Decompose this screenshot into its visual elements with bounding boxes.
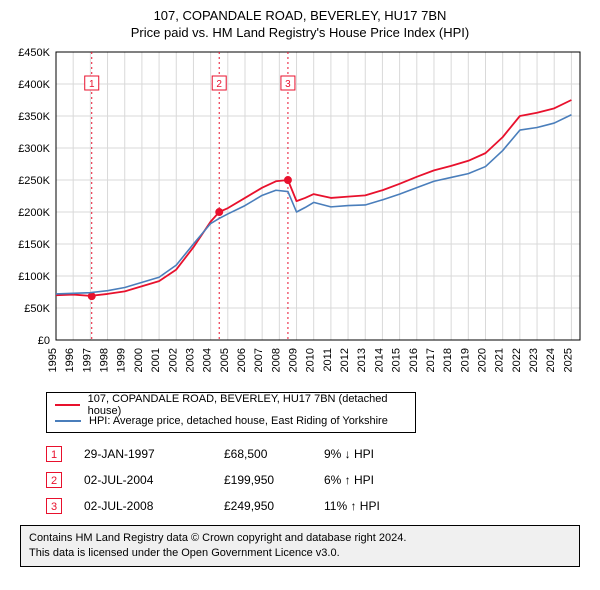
svg-text:2: 2 xyxy=(216,79,222,90)
svg-text:2015: 2015 xyxy=(391,348,403,372)
svg-text:£300K: £300K xyxy=(18,143,50,155)
price-chart: £0 £50K £100K £150K £200K £250K £300K £350K £400… xyxy=(10,46,590,386)
footnote-line1: Contains HM Land Registry data © Crown c… xyxy=(29,532,406,544)
footnote: Contains HM Land Registry data © Crown c… xyxy=(20,525,580,567)
legend-item-hpi: HPI: Average price, detached house, East… xyxy=(55,413,407,429)
svg-text:1998: 1998 xyxy=(99,348,111,372)
svg-text:2025: 2025 xyxy=(562,348,574,372)
svg-text:2021: 2021 xyxy=(494,348,506,372)
svg-text:2005: 2005 xyxy=(219,348,231,372)
legend-swatch-hpi xyxy=(55,420,81,422)
svg-text:3: 3 xyxy=(285,79,291,90)
svg-text:1997: 1997 xyxy=(81,348,93,372)
transaction-date: 02-JUL-2004 xyxy=(84,473,224,487)
transaction-row: 3 02-JUL-2008 £249,950 11% ↑ HPI xyxy=(46,493,590,519)
transaction-date: 02-JUL-2008 xyxy=(84,499,224,513)
transaction-row: 1 29-JAN-1997 £68,500 9% ↓ HPI xyxy=(46,441,590,467)
svg-text:2001: 2001 xyxy=(150,348,162,372)
svg-text:£350K: £350K xyxy=(18,111,50,123)
svg-text:2016: 2016 xyxy=(408,348,420,372)
svg-text:2017: 2017 xyxy=(425,348,437,372)
title-line1: 107, COPANDALE ROAD, BEVERLEY, HU17 7BN xyxy=(10,8,590,23)
svg-text:£250K: £250K xyxy=(18,175,50,187)
svg-text:1: 1 xyxy=(89,79,95,90)
svg-text:£200K: £200K xyxy=(18,207,50,219)
svg-text:2002: 2002 xyxy=(167,348,179,372)
svg-text:£450K: £450K xyxy=(18,47,50,59)
transactions-table: 1 29-JAN-1997 £68,500 9% ↓ HPI 2 02-JUL-… xyxy=(46,441,590,519)
figure-container: 107, COPANDALE ROAD, BEVERLEY, HU17 7BN … xyxy=(0,0,600,590)
svg-text:£150K: £150K xyxy=(18,239,50,251)
svg-text:£400K: £400K xyxy=(18,79,50,91)
transaction-badge: 1 xyxy=(46,446,62,462)
legend-swatch-subject xyxy=(55,404,80,406)
svg-text:2010: 2010 xyxy=(305,348,317,372)
svg-text:2008: 2008 xyxy=(270,348,282,372)
transaction-date: 29-JAN-1997 xyxy=(84,447,224,461)
svg-text:2011: 2011 xyxy=(322,348,334,372)
transaction-row: 2 02-JUL-2004 £199,950 6% ↑ HPI xyxy=(46,467,590,493)
transaction-delta: 6% ↑ HPI xyxy=(324,473,444,487)
transaction-price: £68,500 xyxy=(224,447,324,461)
svg-text:2014: 2014 xyxy=(373,348,385,372)
legend-label-hpi: HPI: Average price, detached house, East… xyxy=(89,415,388,427)
svg-text:1995: 1995 xyxy=(47,348,59,372)
transaction-delta: 11% ↑ HPI xyxy=(324,499,444,513)
transaction-badge: 3 xyxy=(46,498,62,514)
svg-text:£0: £0 xyxy=(38,335,50,347)
svg-text:2024: 2024 xyxy=(545,348,557,372)
svg-text:2023: 2023 xyxy=(528,348,540,372)
svg-text:1996: 1996 xyxy=(64,348,76,372)
svg-text:2019: 2019 xyxy=(459,348,471,372)
svg-text:2006: 2006 xyxy=(236,348,248,372)
transaction-delta: 9% ↓ HPI xyxy=(324,447,444,461)
svg-text:2012: 2012 xyxy=(339,348,351,372)
svg-text:2020: 2020 xyxy=(477,348,489,372)
svg-text:2009: 2009 xyxy=(288,348,300,372)
legend-item-subject: 107, COPANDALE ROAD, BEVERLEY, HU17 7BN … xyxy=(55,397,407,413)
svg-text:£50K: £50K xyxy=(24,303,50,315)
chart-svg: £0 £50K £100K £150K £200K £250K £300K £350K £400… xyxy=(10,46,590,386)
transaction-price: £249,950 xyxy=(224,499,324,513)
transaction-badge: 2 xyxy=(46,472,62,488)
svg-text:2022: 2022 xyxy=(511,348,523,372)
svg-text:2013: 2013 xyxy=(356,348,368,372)
svg-text:2000: 2000 xyxy=(133,348,145,372)
legend: 107, COPANDALE ROAD, BEVERLEY, HU17 7BN … xyxy=(46,392,416,433)
svg-text:2007: 2007 xyxy=(253,348,265,372)
svg-text:1999: 1999 xyxy=(116,348,128,372)
svg-text:2004: 2004 xyxy=(202,348,214,372)
title-line2: Price paid vs. HM Land Registry's House … xyxy=(10,25,590,40)
legend-label-subject: 107, COPANDALE ROAD, BEVERLEY, HU17 7BN … xyxy=(88,393,407,417)
svg-text:2003: 2003 xyxy=(184,348,196,372)
svg-text:2018: 2018 xyxy=(442,348,454,372)
transaction-price: £199,950 xyxy=(224,473,324,487)
svg-text:£100K: £100K xyxy=(18,271,50,283)
footnote-line2: This data is licensed under the Open Gov… xyxy=(29,547,340,559)
